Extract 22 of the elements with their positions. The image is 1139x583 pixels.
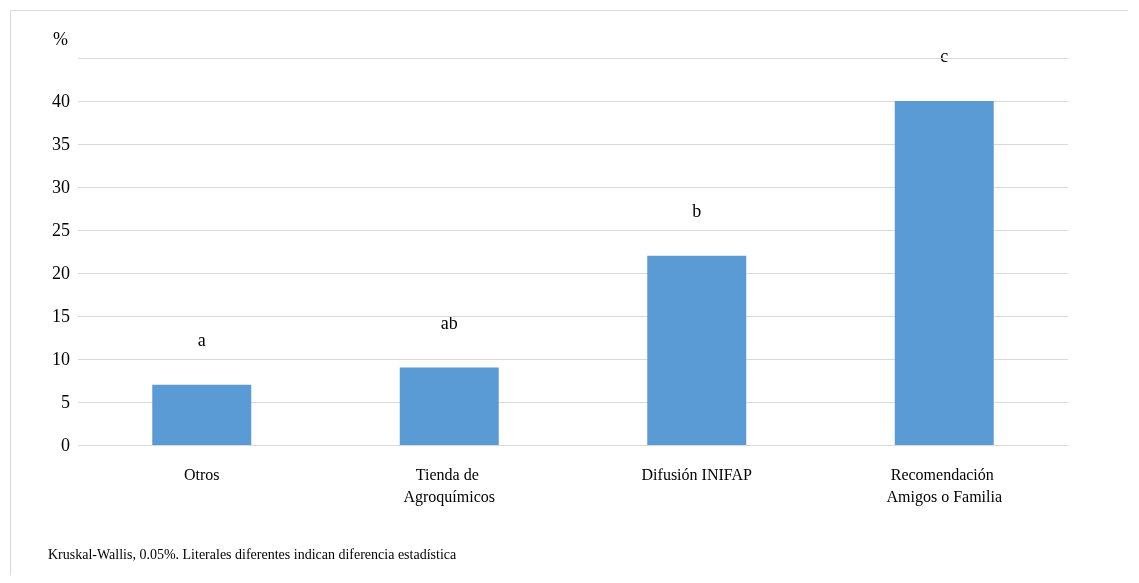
annotation: a (197, 329, 206, 350)
y-tick-label: 5 (61, 392, 70, 412)
x-tick-label: Otros (183, 465, 220, 483)
annotation: ab (440, 312, 458, 333)
bar (152, 384, 252, 445)
y-tick-label: 35 (52, 134, 70, 154)
y-tick-label: 30 (52, 177, 70, 197)
text: Kruskal-Wallis, 0.05%. Literales diferentes indican diferencia estadística (48, 546, 457, 562)
bar (399, 367, 499, 445)
bar (647, 255, 747, 445)
y-tick-label: 10 (52, 349, 70, 369)
annotation: b (692, 200, 702, 221)
y-tick-label: 0 (61, 435, 70, 455)
x-tick-label: Tienda de Agroquímicos (403, 465, 496, 506)
y-tick-label: 15 (52, 306, 70, 326)
y-tick-label: 40 (52, 91, 70, 111)
x-tick-label: Recomendación Amigos o Familia (886, 465, 1003, 506)
y-tick-label: 25 (52, 220, 70, 240)
bar (894, 101, 994, 445)
y-tick-label: 20 (52, 263, 70, 283)
x-tick-label: Difusión INIFAP (641, 465, 753, 483)
y-axis-title: % (53, 29, 68, 49)
